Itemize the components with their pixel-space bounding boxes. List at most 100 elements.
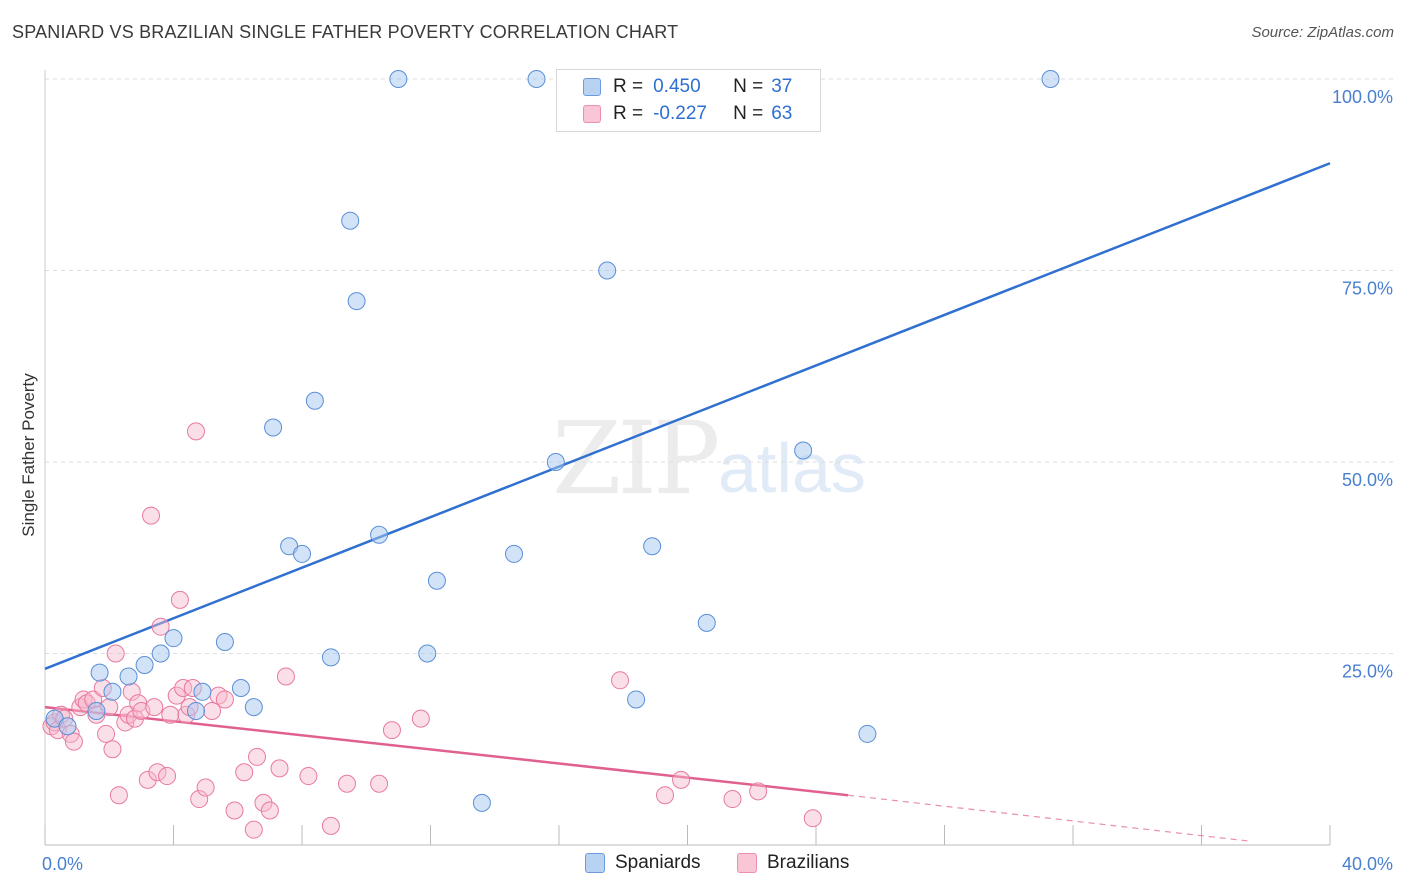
brazilians-point: [276, 667, 295, 686]
spaniards-point: [231, 678, 250, 697]
brazilians-point: [106, 644, 125, 663]
brazilians-point: [803, 809, 822, 828]
brazilians-point: [190, 790, 209, 809]
brazilians-point: [382, 721, 401, 740]
spaniards-point: [264, 418, 283, 437]
brazilians-point: [321, 816, 340, 835]
data-points: [42, 70, 1060, 839]
axes: [44, 70, 1331, 846]
brazilians-swatch: [583, 105, 601, 123]
brazilians-point: [215, 690, 234, 709]
brazilians-trend-extension: [848, 794, 1250, 842]
legend-row-spaniards: R = 0.450 N = 37: [583, 75, 792, 99]
spaniards-point: [164, 629, 183, 648]
brazilians-point: [167, 686, 186, 705]
brazilians-point: [103, 740, 122, 759]
spaniards-point: [546, 453, 565, 471]
spaniards-point: [370, 525, 389, 544]
spaniards-point: [341, 211, 360, 230]
brazilians-trend-line: [44, 705, 849, 797]
trend-lines: [44, 162, 1331, 842]
spaniards-n-label: N =: [733, 76, 764, 97]
spaniards-point: [643, 537, 662, 556]
spaniards-point: [244, 698, 263, 717]
brazilians-point: [270, 759, 289, 778]
brazilians-point: [148, 763, 167, 782]
brazilians-n-label: N =: [733, 103, 764, 124]
y-tick-label: 50.0%: [1342, 470, 1393, 490]
spaniards-point: [193, 682, 212, 701]
y-axis-label: Single Father Poverty: [19, 373, 38, 537]
brazilians-point: [749, 782, 768, 801]
spaniards-point: [347, 292, 366, 311]
brazilians-point: [196, 778, 215, 797]
brazilians-point: [370, 774, 389, 793]
brazilians-point: [170, 590, 189, 609]
x-tick-label: 40.0%: [1342, 854, 1393, 874]
spaniards-point: [151, 644, 170, 663]
spaniards-point: [794, 441, 813, 460]
brazilians-point: [411, 709, 430, 728]
brazilians-point: [138, 770, 157, 789]
correlation-legend: R = 0.450 N = 37 R = -0.227 N = 63: [556, 69, 821, 132]
spaniards-legend-label: Spaniards: [615, 852, 701, 873]
brazilians-point: [97, 724, 116, 743]
spaniards-point: [472, 793, 491, 812]
spaniards-point: [505, 544, 524, 563]
spaniards-trend-line: [44, 162, 1331, 670]
brazilians-point: [656, 786, 675, 805]
spaniards-r-value: 0.450: [653, 76, 701, 97]
brazilians-point: [611, 671, 630, 690]
spaniards-point: [858, 724, 877, 743]
brazilians-point: [244, 820, 263, 839]
y-tick-label: 75.0%: [1342, 279, 1393, 299]
spaniards-swatch: [583, 78, 601, 96]
brazilians-point: [225, 801, 244, 820]
spaniards-point: [627, 690, 646, 709]
spaniards-point: [135, 655, 154, 674]
spaniards-r-label: R =: [613, 76, 644, 97]
grid-lines: [45, 78, 1395, 654]
spaniards-point: [1041, 70, 1060, 88]
y-tick-label: 25.0%: [1342, 662, 1393, 682]
brazilians-point: [64, 732, 83, 751]
spaniards-point: [598, 261, 617, 280]
brazilians-point: [158, 767, 177, 786]
brazilians-legend-swatch: [737, 853, 757, 873]
brazilians-legend-label: Brazilians: [767, 852, 850, 873]
spaniards-point: [103, 682, 122, 701]
watermark-atlas: atlas: [718, 429, 866, 507]
spaniards-point: [527, 70, 546, 88]
brazilians-point: [151, 617, 170, 636]
brazilians-point: [145, 698, 164, 717]
brazilians-point: [260, 801, 279, 820]
brazilians-point: [186, 422, 205, 441]
y-tick-label: 100.0%: [1332, 87, 1393, 107]
brazilians-point: [235, 763, 254, 782]
chart-title: SPANIARD VS BRAZILIAN SINGLE FATHER POVE…: [12, 22, 679, 42]
spaniards-point: [215, 633, 234, 652]
brazilians-point: [174, 678, 193, 697]
spaniards-point: [321, 648, 340, 667]
brazilians-point: [337, 774, 356, 793]
brazilians-point: [161, 705, 180, 724]
brazilians-point: [248, 747, 267, 766]
bottom-legend-spaniards: Spaniards: [585, 852, 701, 874]
spaniards-point: [87, 701, 106, 720]
spaniards-point: [427, 571, 446, 590]
legend-row-brazilians: R = -0.227 N = 63: [583, 102, 792, 126]
brazilians-point: [125, 709, 144, 728]
brazilians-point: [672, 770, 691, 789]
bottom-legend-brazilians: Brazilians: [737, 852, 849, 874]
source-label: Source: ZipAtlas.com: [1251, 24, 1394, 41]
spaniards-point: [305, 391, 324, 410]
brazilians-point: [299, 767, 318, 786]
spaniards-point: [90, 663, 109, 682]
spaniards-point: [119, 667, 138, 686]
brazilians-point: [723, 790, 742, 809]
spaniards-legend-swatch: [585, 853, 605, 873]
brazilians-n-value: 63: [771, 103, 793, 124]
brazilians-point: [109, 786, 128, 805]
spaniards-point: [58, 717, 77, 736]
